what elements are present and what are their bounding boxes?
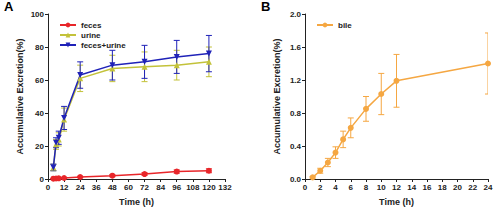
svg-text:feces: feces (81, 21, 102, 30)
svg-text:22: 22 (468, 183, 477, 192)
svg-text:B: B (261, 0, 270, 14)
svg-text:0.0: 0.0 (290, 175, 302, 184)
svg-text:0: 0 (46, 183, 51, 192)
svg-text:2.0: 2.0 (290, 10, 302, 19)
svg-text:20: 20 (453, 183, 462, 192)
svg-text:60: 60 (124, 183, 133, 192)
svg-text:Accumulative Excretion(%): Accumulative Excretion(%) (15, 38, 25, 154)
svg-text:6: 6 (349, 183, 354, 192)
svg-text:84: 84 (156, 183, 165, 192)
svg-text:0.8: 0.8 (290, 109, 302, 118)
svg-text:80: 80 (35, 43, 44, 52)
svg-text:24: 24 (76, 183, 85, 192)
svg-text:60: 60 (35, 76, 44, 85)
svg-text:A: A (4, 0, 14, 14)
svg-text:12: 12 (60, 183, 69, 192)
svg-text:14: 14 (407, 183, 416, 192)
svg-text:72: 72 (140, 183, 149, 192)
svg-text:0: 0 (303, 183, 308, 192)
svg-text:1.2: 1.2 (290, 76, 302, 85)
svg-text:20: 20 (35, 142, 44, 151)
svg-text:132: 132 (218, 183, 232, 192)
svg-text:4: 4 (333, 183, 338, 192)
svg-text:8: 8 (364, 183, 369, 192)
svg-text:12: 12 (392, 183, 401, 192)
svg-text:100: 100 (31, 10, 45, 19)
svg-text:40: 40 (35, 109, 44, 118)
svg-text:24: 24 (484, 183, 493, 192)
svg-text:1.6: 1.6 (290, 43, 302, 52)
svg-text:16: 16 (423, 183, 432, 192)
svg-text:2: 2 (318, 183, 323, 192)
svg-text:Accumulative Excretion(%): Accumulative Excretion(%) (272, 38, 282, 154)
svg-text:10: 10 (377, 183, 386, 192)
svg-text:0.4: 0.4 (290, 142, 302, 151)
svg-text:Time (h): Time (h) (379, 197, 414, 207)
svg-text:48: 48 (108, 183, 117, 192)
svg-text:18: 18 (438, 183, 447, 192)
svg-text:120: 120 (202, 183, 216, 192)
svg-text:0: 0 (40, 175, 45, 184)
svg-text:bile: bile (338, 21, 352, 30)
svg-text:feces+urine: feces+urine (81, 41, 126, 50)
svg-text:36: 36 (92, 183, 101, 192)
svg-text:108: 108 (186, 183, 200, 192)
svg-text:96: 96 (172, 183, 181, 192)
svg-text:urine: urine (81, 31, 101, 40)
svg-text:Time (h): Time (h) (119, 197, 154, 207)
